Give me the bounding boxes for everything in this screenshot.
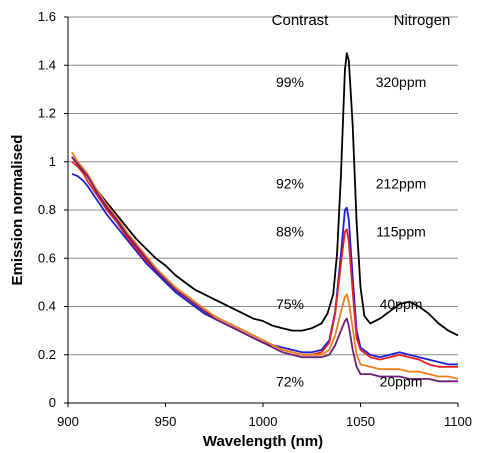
y-tick-label-7: 1.4 xyxy=(38,57,56,72)
contrast-label-4: 72% xyxy=(276,373,304,389)
gridlines xyxy=(68,16,458,356)
contrast-label-3: 75% xyxy=(276,296,304,312)
nitrogen-label-4: 20ppm xyxy=(380,373,423,389)
nitrogen-label-1: 212ppm xyxy=(376,175,427,191)
y-tick-label-6: 1.2 xyxy=(38,106,56,121)
y-tick-label-2: 0.4 xyxy=(38,299,56,314)
nitrogen-column-header: Nitrogen xyxy=(394,12,451,29)
series-line-0 xyxy=(71,52,459,337)
tick-labels: 0 0.2 0.4 0.6 0.8 1 1.2 1.4 1.6 900 950 1000 1050 110… xyxy=(38,9,472,429)
x-tick-label-0: 900 xyxy=(57,414,79,429)
contrast-label-0: 99% xyxy=(276,74,304,90)
x-tick-label-4: 1100 xyxy=(444,414,472,429)
x-tick-label-2: 1000 xyxy=(249,414,278,429)
y-tick-label-0: 0 xyxy=(49,395,56,410)
contrast-label-1: 92% xyxy=(276,175,304,191)
series-line-2 xyxy=(71,161,458,368)
y-tick-label-3: 0.6 xyxy=(38,250,56,265)
contrast-column-header: Contrast xyxy=(272,12,330,29)
x-tick-label-3: 1050 xyxy=(346,414,375,429)
series-line-4 xyxy=(71,156,458,383)
series-lines xyxy=(71,52,459,383)
y-tick-label-5: 1 xyxy=(49,154,56,169)
y-tick-label-1: 0.2 xyxy=(38,347,56,362)
x-axis-title: Wavelength (nm) xyxy=(203,433,323,450)
nitrogen-label-3: 40ppm xyxy=(380,296,423,312)
nitrogen-label-2: 115ppm xyxy=(376,224,426,240)
x-tick-label-1: 950 xyxy=(155,414,177,429)
series-line-3 xyxy=(71,151,459,380)
series-line-1 xyxy=(71,172,458,366)
y-axis-title: Emission normalised xyxy=(9,135,26,286)
contrast-label-2: 88% xyxy=(276,224,304,240)
y-tick-label-4: 0.8 xyxy=(38,202,56,217)
nitrogen-label-0: 320ppm xyxy=(376,74,427,90)
y-tick-label-8: 1.6 xyxy=(38,9,56,24)
annotations: 99% 320ppm 92% 212ppm 88% 115ppm 75% 40ppm 72% 20… xyxy=(276,74,426,389)
